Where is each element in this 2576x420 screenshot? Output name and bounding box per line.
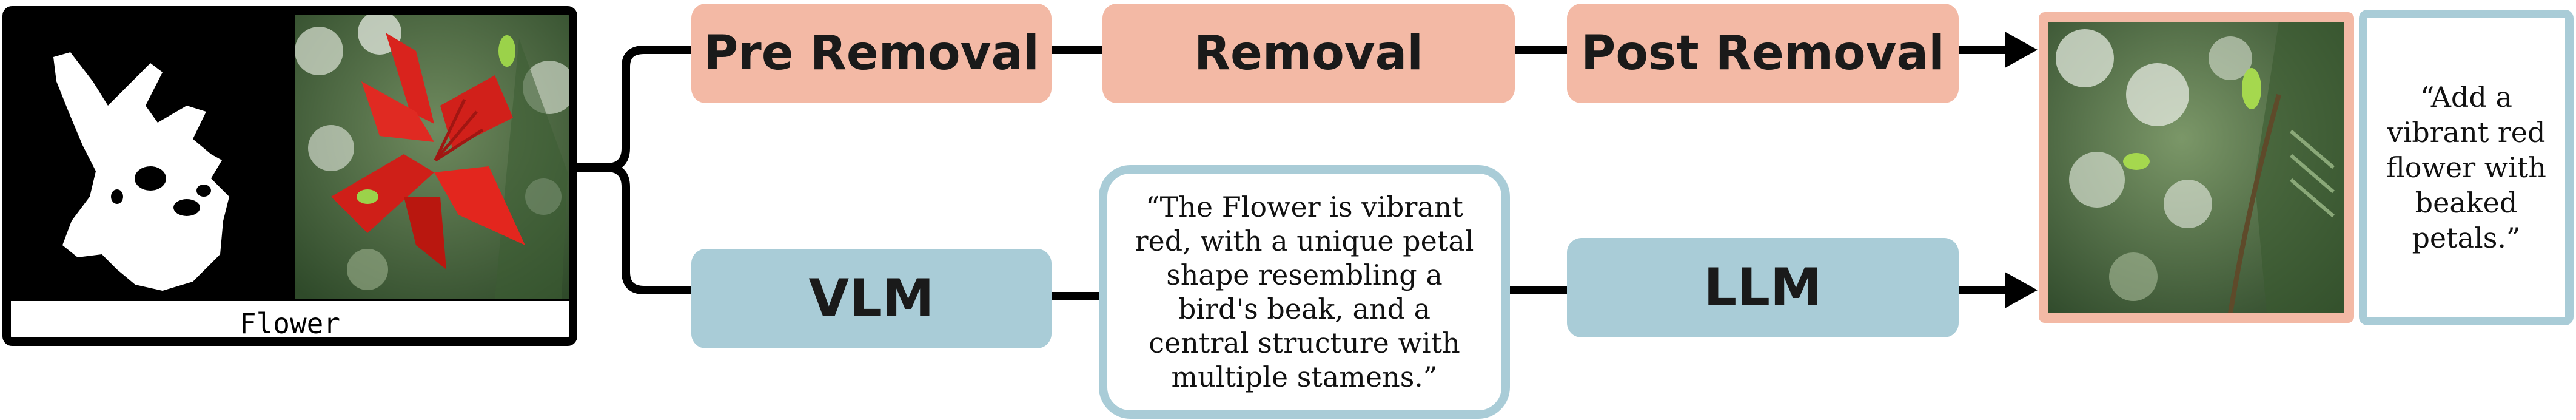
vlm-description-quote: “The Flower is vibrant red, with a uniqu… <box>1099 165 1510 419</box>
input-caption: Flower <box>11 301 569 337</box>
output-prompt-text: “Add a vibrant red flower with beaked pe… <box>2386 81 2546 254</box>
llm-box: LLM <box>1567 238 1959 337</box>
output-image-flower-removed <box>2048 22 2344 313</box>
post-removal-step: Post Removal <box>1567 4 1959 103</box>
output-prompt-box: “Add a vibrant red flower with beaked pe… <box>2359 10 2574 325</box>
removal-step: Removal <box>1102 4 1515 103</box>
vlm-box: VLM <box>691 249 1052 348</box>
pre-removal-step: Pre Removal <box>691 4 1052 103</box>
segmentation-mask-image <box>11 15 295 299</box>
input-panel: Flower <box>2 6 577 346</box>
flower-photo <box>295 15 569 299</box>
vlm-description-text: “The Flower is vibrant red, with a uniqu… <box>1135 191 1474 393</box>
